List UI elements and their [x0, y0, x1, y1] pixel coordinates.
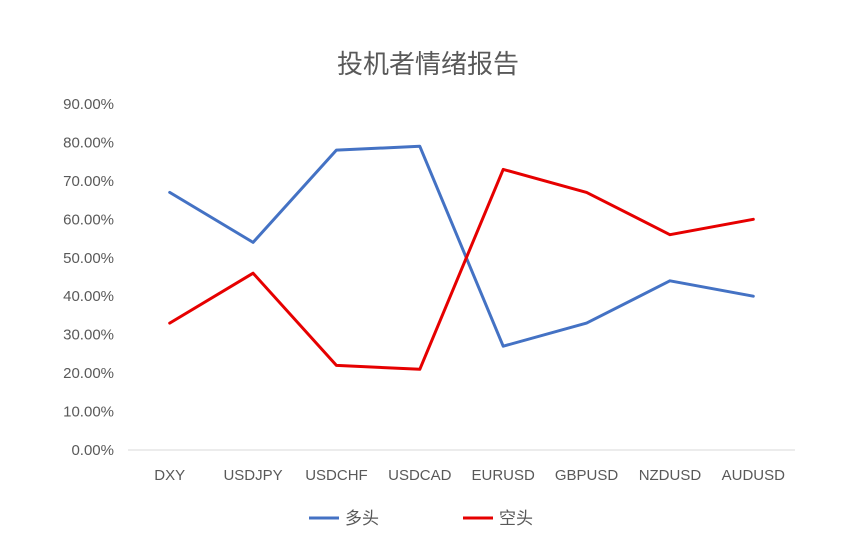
- series-lines: [168, 144, 755, 371]
- x-axis-labels: DXY USDJPY USDCHF USDCAD EURUSD GBPUSD NZDUSD A…: [154, 467, 785, 484]
- y-tick-label: 60.00%: [63, 211, 114, 228]
- x-tick-label: GBPUSD: [555, 467, 619, 484]
- x-tick-label: USDJPY: [223, 467, 282, 484]
- x-tick-label: NZDUSD: [639, 467, 702, 484]
- y-tick-label: 30.00%: [63, 327, 114, 344]
- series-line-1: [168, 167, 755, 371]
- x-tick-label: DXY: [154, 467, 185, 484]
- y-tick-label: 70.00%: [63, 173, 114, 190]
- legend-label-0: 多头: [345, 509, 379, 529]
- y-tick-label: 90.00%: [63, 96, 114, 113]
- y-tick-label: 0.00%: [71, 442, 114, 459]
- legend[interactable]: 多头 空头: [309, 509, 533, 529]
- y-tick-label: 50.00%: [63, 250, 114, 267]
- chart-title: 投机者情绪报告: [337, 50, 519, 80]
- y-tick-label: 80.00%: [63, 134, 114, 151]
- y-tick-label: 10.00%: [63, 404, 114, 421]
- x-tick-label: USDCAD: [388, 467, 452, 484]
- x-tick-label: USDCHF: [305, 467, 368, 484]
- y-axis-labels: 0.00% 10.00% 20.00% 30.00% 40.00% 50.00% 60.00…: [63, 96, 114, 459]
- legend-label-1: 空头: [499, 509, 533, 529]
- y-tick-label: 40.00%: [63, 288, 114, 305]
- y-tick-label: 20.00%: [63, 365, 114, 382]
- x-tick-label: AUDUSD: [722, 467, 786, 484]
- series-line-0: [168, 144, 755, 348]
- x-tick-label: EURUSD: [472, 467, 536, 484]
